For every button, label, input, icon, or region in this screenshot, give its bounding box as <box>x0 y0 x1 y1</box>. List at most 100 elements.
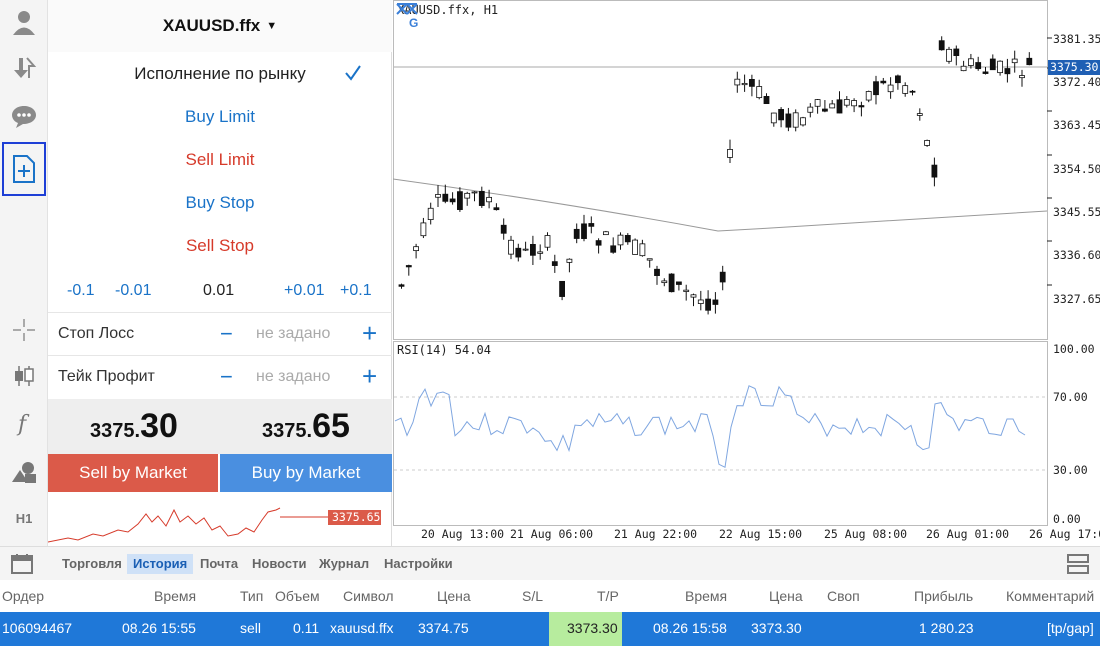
chart-type-icon[interactable] <box>4 356 44 396</box>
take-profit-plus-button[interactable]: + <box>362 361 378 391</box>
tab-trade[interactable]: Торговля <box>62 556 122 571</box>
candle-body <box>522 248 529 251</box>
candle-body <box>821 108 828 112</box>
new-order-icon[interactable] <box>2 142 46 196</box>
candle-body <box>989 58 996 71</box>
crosshair-icon[interactable] <box>4 310 44 350</box>
candle-body <box>581 223 587 239</box>
price-tick: 3345.55 <box>1053 205 1100 219</box>
chat-icon[interactable] <box>4 96 44 136</box>
candle-body <box>712 299 719 305</box>
take-profit-value[interactable]: не задано <box>256 368 331 385</box>
timeframe-button[interactable]: H1 <box>15 510 33 526</box>
candle-body <box>508 239 514 255</box>
candle-body <box>405 265 412 268</box>
col-header[interactable]: Символ <box>343 588 394 604</box>
take-profit-minus-button[interactable]: − <box>220 364 233 389</box>
exec-buy-limit[interactable]: Buy Limit <box>185 106 255 126</box>
layout-icon[interactable] <box>1066 553 1090 575</box>
volume-minus-001[interactable]: -0.01 <box>115 282 152 299</box>
exec-sell-limit[interactable]: Sell Limit <box>185 149 255 169</box>
candle-body <box>851 100 858 107</box>
stop-loss-minus-button[interactable]: − <box>220 321 233 346</box>
candle-body <box>880 80 887 84</box>
buy-by-market-button[interactable]: Buy by Market <box>220 454 392 492</box>
candle-body <box>763 96 770 105</box>
exec-sell-stop[interactable]: Sell Stop <box>185 235 255 255</box>
caret-down-icon: ▼ <box>266 20 278 32</box>
account-icon[interactable] <box>4 2 44 42</box>
tab-news[interactable]: Новости <box>252 556 307 571</box>
tab-mail[interactable]: Почта <box>200 556 239 571</box>
price-tick: 3336.60 <box>1053 248 1100 262</box>
candle-body <box>894 75 901 84</box>
objects-icon[interactable] <box>4 452 44 492</box>
col-header[interactable]: Объем <box>275 588 320 604</box>
candle-body <box>953 48 960 57</box>
cell-close-price: 3373.30 <box>751 620 802 636</box>
volume-plus-001[interactable]: +0.01 <box>284 282 325 299</box>
candle-body <box>457 191 463 210</box>
stop-loss-value[interactable]: не задано <box>256 325 331 342</box>
candle-body <box>486 196 492 203</box>
trade-icon[interactable] <box>4 48 44 88</box>
candle-body <box>916 113 923 116</box>
candle-body <box>858 105 865 108</box>
price-tick: 3354.50 <box>1053 162 1100 176</box>
volume-minus-01[interactable]: -0.1 <box>67 282 95 299</box>
volume-plus-01[interactable]: +0.1 <box>340 282 372 299</box>
check-icon <box>345 65 361 81</box>
broker-logo-icon: G <box>396 3 418 28</box>
col-header[interactable]: Ордер <box>2 588 45 604</box>
tab-history[interactable]: История <box>127 554 194 574</box>
time-tick: 25 Aug 08:00 <box>824 527 908 541</box>
indicators-icon[interactable]: f <box>4 404 44 444</box>
col-header[interactable]: Цена <box>437 588 471 604</box>
tab-journal[interactable]: Журнал <box>319 556 370 571</box>
candle-body <box>909 90 916 93</box>
volume-value[interactable]: 0.01 <box>203 282 235 299</box>
history-table-header: Ордер Время Тип Объем Символ Цена S/L T/… <box>0 580 1100 612</box>
tab-settings[interactable]: Настройки <box>384 556 453 571</box>
col-header[interactable]: Время <box>154 588 197 604</box>
col-header[interactable]: T/P <box>597 588 619 604</box>
bid-price: 3375.30 <box>90 407 178 445</box>
exec-buy-stop[interactable]: Buy Stop <box>185 192 255 212</box>
price-tick: 3327.65 <box>1053 292 1100 306</box>
candle-body <box>997 60 1003 74</box>
col-header[interactable]: Цена <box>769 588 803 604</box>
col-header[interactable]: Прибыль <box>914 588 974 604</box>
symbol-selector[interactable]: XAUUSD.ffx ▼ <box>48 0 392 52</box>
cell-time: 08.26 15:55 <box>122 620 196 636</box>
volume-row: -0.1 -0.01 0.01 +0.01 +0.1 <box>48 272 392 312</box>
calendar-icon[interactable] <box>10 553 34 575</box>
candle-body <box>515 247 522 258</box>
candle-body <box>807 106 814 113</box>
time-tick: 22 Aug 15:00 <box>719 527 803 541</box>
rsi-title: RSI(14) 54.04 <box>397 343 491 357</box>
cell-price: 3374.75 <box>418 620 469 636</box>
price-tick: 3372.40 <box>1053 75 1100 89</box>
col-header[interactable]: Тип <box>240 588 264 604</box>
chart-title: XAUUSD.ffx, H1 <box>397 3 499 17</box>
candle-body <box>719 271 726 283</box>
sell-by-market-button[interactable]: Sell by Market <box>48 454 218 492</box>
col-header[interactable]: Комментарий <box>1006 588 1095 604</box>
exec-market[interactable]: Исполнение по рынку <box>48 52 392 95</box>
cell-order: 106094467 <box>2 620 73 636</box>
ask-price: 3375.65 <box>262 407 350 445</box>
candle-body <box>873 81 879 96</box>
candle-body <box>537 251 544 254</box>
candle-body <box>427 207 434 220</box>
price-chart[interactable]: XAUUSD.ffx, H1 RSI(14) 54.04 G 3381.35 3… <box>393 0 1100 546</box>
candle-body <box>639 243 646 257</box>
col-header[interactable]: S/L <box>522 588 544 604</box>
table-row[interactable]: 106094467 08.26 15:55 sell 0.11 xauusd.f… <box>0 612 1100 646</box>
stop-loss-plus-button[interactable]: + <box>362 318 378 348</box>
candle-body <box>800 117 806 126</box>
col-header[interactable]: Время <box>685 588 728 604</box>
cell-close-time: 08.26 15:58 <box>653 620 727 636</box>
candle-body <box>814 99 821 107</box>
price-tick: 3363.45 <box>1053 118 1100 132</box>
col-header[interactable]: Своп <box>827 588 860 604</box>
